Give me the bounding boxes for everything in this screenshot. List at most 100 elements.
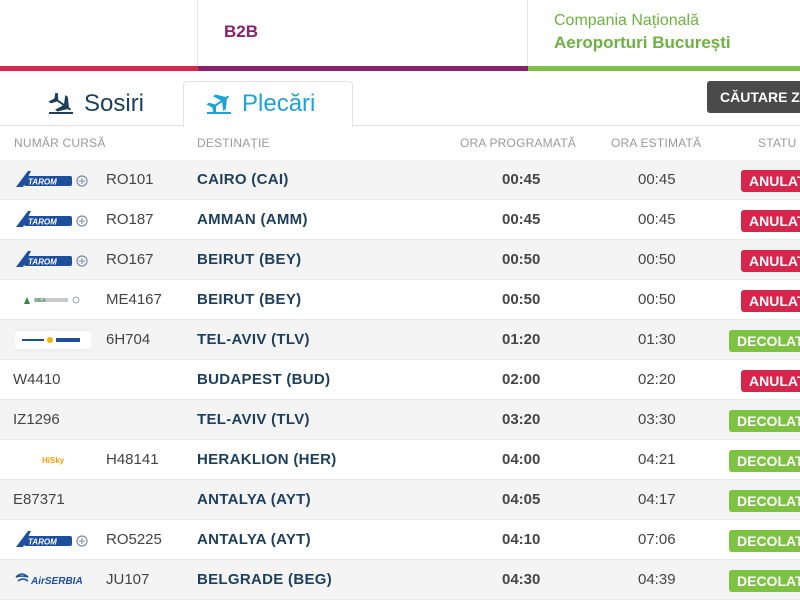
tarom-logo: TAROM [14,249,92,271]
flight-number: IZ1296 [13,411,60,428]
status-badge: DECOLAT [729,410,800,432]
flight-number: RO187 [106,211,154,228]
estimated-time: 03:30 [638,411,676,428]
table-row[interactable]: MEA ME4167 BEIRUT (BEY) 00:50 00:50 ANULAT [0,280,800,320]
status-badge: ANULAT [741,210,800,232]
destination: ANTALYA (AYT) [197,531,311,548]
estimated-time: 07:06 [638,531,676,548]
svg-text:TAROM: TAROM [28,178,57,187]
estimated-time: 00:45 [638,211,676,228]
tab-arrivals-label: Sosiri [84,90,145,117]
mea-logo: MEA [14,289,92,311]
status-badge: DECOLAT [729,490,800,512]
estimated-time: 04:17 [638,491,676,508]
scheduled-time: 00:50 [502,251,541,268]
flight-number: W4410 [13,371,61,388]
scheduled-time: 04:10 [502,531,541,548]
table-row[interactable]: W4410 BUDAPEST (BUD) 02:00 02:20 ANULAT [0,360,800,400]
estimated-time: 00:45 [638,171,676,188]
header-stripe-purple [198,66,528,71]
destination: ANTALYA (AYT) [197,491,311,508]
destination: BELGRADE (BEG) [197,571,333,588]
estimated-time: 00:50 [638,291,676,308]
column-header-estimated: ORA ESTIMATĂ [611,136,702,150]
flight-number: 6H704 [106,331,151,348]
estimated-time: 00:50 [638,251,676,268]
flight-number: ME4167 [106,291,162,308]
header-divider [197,0,198,66]
airserbia-logo: AirSERBIA [14,569,92,591]
table-row[interactable]: TAROM RO167 BEIRUT (BEY) 00:50 00:50 ANULAT [0,240,800,280]
estimated-time: 02:20 [638,371,676,388]
table-row[interactable]: E87371 ANTALYA (AYT) 04:05 04:17 DECOLAT [0,480,800,520]
status-badge: ANULAT [741,170,800,192]
company-name-line2: Aeroporturi București [554,33,731,52]
table-row[interactable]: HiSky H48141 HERAKLION (HER) 04:00 04:21 DECO… [0,440,800,480]
table-row[interactable]: 6H704 TEL-AVIV (TLV) 01:20 01:30 DECOLAT [0,320,800,360]
flight-number: JU107 [106,571,150,588]
scheduled-time: 02:00 [502,371,541,388]
column-header-flight: NUMĂR CURSĂ [14,136,106,150]
hisky-logo: HiSky [14,449,92,471]
svg-text:TAROM: TAROM [28,538,57,547]
company-name[interactable]: Compania Națională Aeroporturi București [554,10,731,54]
flight-number: E87371 [13,491,65,508]
tab-departures[interactable]: Plecări [183,81,353,127]
table-row[interactable]: TAROM RO101 CAIRO (CAI) 00:45 00:45 ANULAT [0,160,800,200]
tabs-bar: Sosiri Plecări CĂUTARE Z [0,71,800,127]
tarom-logo: TAROM [14,169,92,191]
status-badge: ANULAT [741,290,800,312]
header-divider [527,0,528,66]
header-stripe-green [528,66,800,71]
scheduled-time: 04:30 [502,571,541,588]
svg-text:AirSERBIA: AirSERBIA [30,576,83,587]
scheduled-time: 04:00 [502,451,541,468]
table-row[interactable]: AirSERBIA JU107 BELGRADE (BEG) 04:30 04:39 DE… [0,560,800,600]
tarom-logo: TAROM [14,529,92,551]
destination: TEL-AVIV (TLV) [197,411,310,428]
top-header: B2B Compania Națională Aeroporturi Bucur… [0,0,800,71]
destination: AMMAN (AMM) [197,211,308,228]
scheduled-time: 00:45 [502,171,541,188]
destination: BUDAPEST (BUD) [197,371,331,388]
status-badge: DECOLAT [729,570,800,592]
flight-number: RO167 [106,251,154,268]
destination: TEL-AVIV (TLV) [197,331,310,348]
estimated-time: 04:21 [638,451,676,468]
destination: BEIRUT (BEY) [197,251,302,268]
tab-arrivals[interactable]: Sosiri [48,81,144,127]
flight-number: RO101 [106,171,154,188]
scheduled-time: 01:20 [502,331,541,348]
scheduled-time: 04:05 [502,491,541,508]
tab-departures-label: Plecări [242,90,316,117]
flight-number: RO5225 [106,531,162,548]
destination: BEIRUT (BEY) [197,291,302,308]
b2b-link[interactable]: B2B [224,22,259,41]
scheduled-time: 00:50 [502,291,541,308]
svg-text:TAROM: TAROM [28,258,57,267]
column-header-status: STATU [758,136,797,150]
estimated-time: 04:39 [638,571,676,588]
column-header-scheduled: ORA PROGRAMATĂ [460,136,576,150]
status-badge: DECOLAT [729,450,800,472]
flight-number: H48141 [106,451,159,468]
estimated-time: 01:30 [638,331,676,348]
scheduled-time: 00:45 [502,211,541,228]
scheduled-time: 03:20 [502,411,541,428]
plane-takeoff-icon [206,93,232,115]
svg-text:MEA: MEA [35,298,47,304]
svg-text:HiSky: HiSky [42,456,65,465]
tarom-logo: TAROM [14,209,92,231]
column-header-destination: DESTINAȚIE [197,136,270,150]
status-badge: ANULAT [741,250,800,272]
plane-landing-icon [48,93,74,115]
destination: CAIRO (CAI) [197,171,289,188]
table-row[interactable]: TAROM RO187 AMMAN (AMM) 00:45 00:45 ANULAT [0,200,800,240]
search-button[interactable]: CĂUTARE Z [707,81,800,113]
table-row[interactable]: TAROM RO5225 ANTALYA (AYT) 04:10 07:06 DECOLA… [0,520,800,560]
svg-text:TAROM: TAROM [28,218,57,227]
israir-logo [14,329,92,351]
table-row[interactable]: IZ1296 TEL-AVIV (TLV) 03:20 03:30 DECOLAT [0,400,800,440]
departures-table: TAROM RO101 CAIRO (CAI) 00:45 00:45 ANULAT TAR… [0,160,800,600]
header-stripe-red [0,66,198,71]
